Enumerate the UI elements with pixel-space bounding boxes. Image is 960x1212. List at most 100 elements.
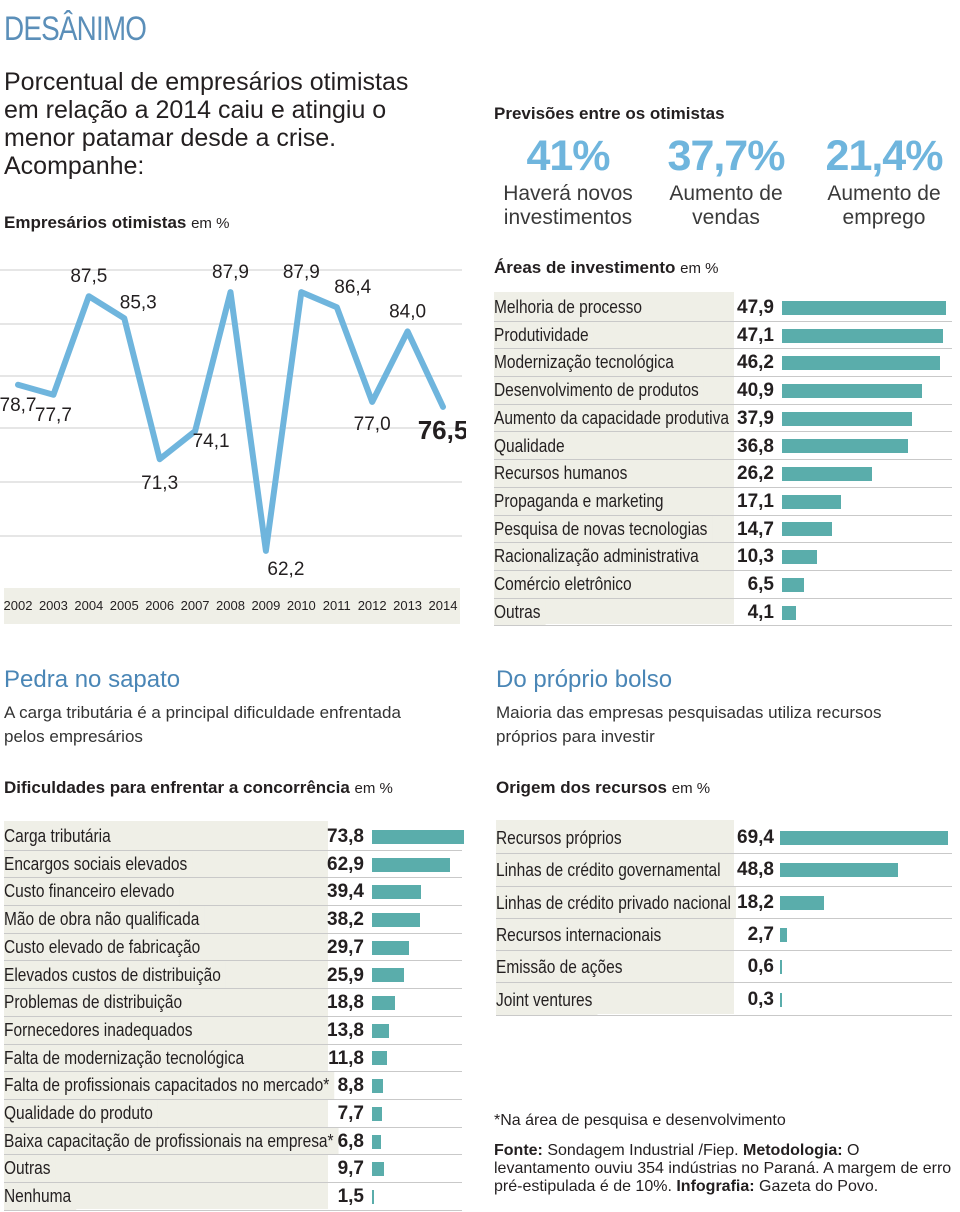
point-label: 87,5 xyxy=(70,266,107,287)
x-tick-label: 2013 xyxy=(393,598,422,613)
bar-row: Nenhuma 1,5 xyxy=(4,1183,462,1211)
forecast-label-line1: Haverá novos xyxy=(503,182,633,205)
forecast-label-line2: emprego xyxy=(842,206,926,229)
bar xyxy=(782,522,833,537)
bar-value: 47,1 xyxy=(737,324,774,346)
x-axis-band xyxy=(4,588,460,624)
bar-value: 38,2 xyxy=(327,909,364,931)
metodologia-label: Metodologia: xyxy=(743,1142,843,1159)
bar-row: Joint ventures 0,3 xyxy=(496,983,952,1016)
otimistas-series-line xyxy=(15,289,446,554)
bar-value: 26,2 xyxy=(737,463,774,485)
infografia-label: Infografia: xyxy=(676,1178,755,1195)
bar-label: Encargos sociais elevados xyxy=(4,850,193,878)
bar xyxy=(782,300,946,315)
bar-value: 36,8 xyxy=(737,435,774,457)
forecast-label: Aumento de emprego xyxy=(810,182,958,230)
bar-value: 25,9 xyxy=(327,964,364,986)
bar-value: 37,9 xyxy=(737,407,774,429)
bolso-subtitle-line1: Maioria das empresas pesquisadas utiliza… xyxy=(496,703,882,722)
point-label: 62,2 xyxy=(267,559,304,580)
point-label: 86,4 xyxy=(334,277,371,298)
bar xyxy=(782,467,872,482)
point-label: 77,7 xyxy=(35,405,72,426)
origem-unit: em % xyxy=(671,780,711,797)
bar-label: Racionalização administrativa xyxy=(494,543,704,570)
bar-label: Mão de obra não qualificada xyxy=(4,906,205,933)
bar xyxy=(372,1134,381,1149)
otimistas-heading: Empresários otimistas em % xyxy=(4,213,229,233)
x-tick-label: 2014 xyxy=(429,598,458,613)
bar-value: 18,8 xyxy=(327,992,364,1014)
bar-value: 4,1 xyxy=(747,601,774,623)
otimistas-heading-text: Empresários otimistas xyxy=(4,213,187,232)
bar xyxy=(372,857,451,872)
bar xyxy=(372,885,422,900)
fonte-label: Fonte: xyxy=(494,1142,543,1159)
point-label: 85,3 xyxy=(120,292,157,313)
bar xyxy=(782,550,818,565)
bar-value: 7,7 xyxy=(337,1103,364,1124)
pedra-subtitle-line1: A carga tributária é a principal dificul… xyxy=(4,703,401,722)
bar-label: Qualidade xyxy=(494,432,570,460)
bar xyxy=(780,928,787,943)
point-label: 87,9 xyxy=(283,262,320,283)
bar-label: Melhoria de processo xyxy=(494,294,648,321)
dificuldades-unit: em % xyxy=(354,780,393,797)
bar-label: Desenvolvimento de produtos xyxy=(494,377,704,404)
bar-row: Comércio eletrônico 6,5 xyxy=(494,571,952,599)
bar-row: Recursos humanos 26,2 xyxy=(494,460,952,488)
x-tick-label: 2012 xyxy=(358,598,387,613)
bar-label: Propaganda e marketing xyxy=(494,487,669,515)
point-label: 77,0 xyxy=(354,414,391,435)
bar-label: Linhas de crédito governamental xyxy=(496,854,726,886)
otimistas-line-chart: 78,777,7 87,5 85,3 71,3 74,1 87,9 62,2 87,9 86,4… xyxy=(0,262,466,624)
x-tick-label: 2003 xyxy=(39,598,68,613)
bar-row: Outras 9,7 xyxy=(4,1155,462,1184)
bar-row: Qualidade 36,8 xyxy=(494,432,952,461)
bar-label: Recursos humanos xyxy=(494,460,633,487)
bar-row: Custo elevado de fabricação 29,7 xyxy=(4,933,462,962)
bar-label: Comércio eletrônico xyxy=(494,571,637,598)
x-tick-label: 2006 xyxy=(145,598,174,613)
bolso-subtitle: Maioria das empresas pesquisadas utiliza… xyxy=(496,701,882,749)
bar-row: Modernização tecnológica 46,2 xyxy=(494,349,952,378)
bar xyxy=(780,863,899,878)
x-tick-label: 2005 xyxy=(110,598,139,613)
bar xyxy=(372,829,464,844)
bar-row: Linhas de crédito governamental 48,8 xyxy=(496,854,952,887)
bar-value: 46,2 xyxy=(737,352,774,374)
page-title: DESÂNIMO xyxy=(4,10,147,48)
bar xyxy=(372,1023,390,1038)
bar xyxy=(372,1051,387,1066)
bar-label: Outras xyxy=(4,1155,56,1183)
x-tick-label: 2010 xyxy=(287,598,316,613)
forecast-label-line1: Aumento de xyxy=(669,182,783,205)
bar-value: 6,8 xyxy=(337,1130,364,1152)
bar xyxy=(372,1162,385,1177)
bar-value: 14,7 xyxy=(737,518,774,540)
bar-value: 0,6 xyxy=(747,956,774,978)
bar-value: 73,8 xyxy=(327,826,364,847)
bar-label: Recursos internacionais xyxy=(496,918,667,951)
x-tick-label: 2007 xyxy=(181,598,210,613)
bar xyxy=(780,895,825,910)
bar-label: Problemas de distribuição xyxy=(4,989,188,1016)
bar-row: Mão de obra não qualificada 38,2 xyxy=(4,906,462,934)
bar xyxy=(782,577,805,592)
bar-value: 2,7 xyxy=(747,923,774,945)
areas-heading-text: Áreas de investimento xyxy=(494,258,676,277)
pedra-subtitle: A carga tributária é a principal dificul… xyxy=(4,701,401,749)
bar-row: Falta de profissionais capacitados no me… xyxy=(4,1072,462,1100)
forecast-value: 41% xyxy=(526,132,610,180)
otimistas-unit: em % xyxy=(191,215,230,232)
bar-label: Falta de profissionais capacitados no me… xyxy=(4,1072,335,1099)
bar-label: Linhas de crédito privado nacional xyxy=(496,886,737,918)
bar-label: Nenhuma xyxy=(4,1183,77,1210)
bar-row: Desenvolvimento de produtos 40,9 xyxy=(494,377,952,405)
bar xyxy=(372,968,405,983)
bar-label: Custo elevado de fabricação xyxy=(4,933,206,961)
forecast-label-line1: Aumento de xyxy=(827,182,941,205)
bar xyxy=(372,1079,383,1094)
bar xyxy=(372,912,420,927)
